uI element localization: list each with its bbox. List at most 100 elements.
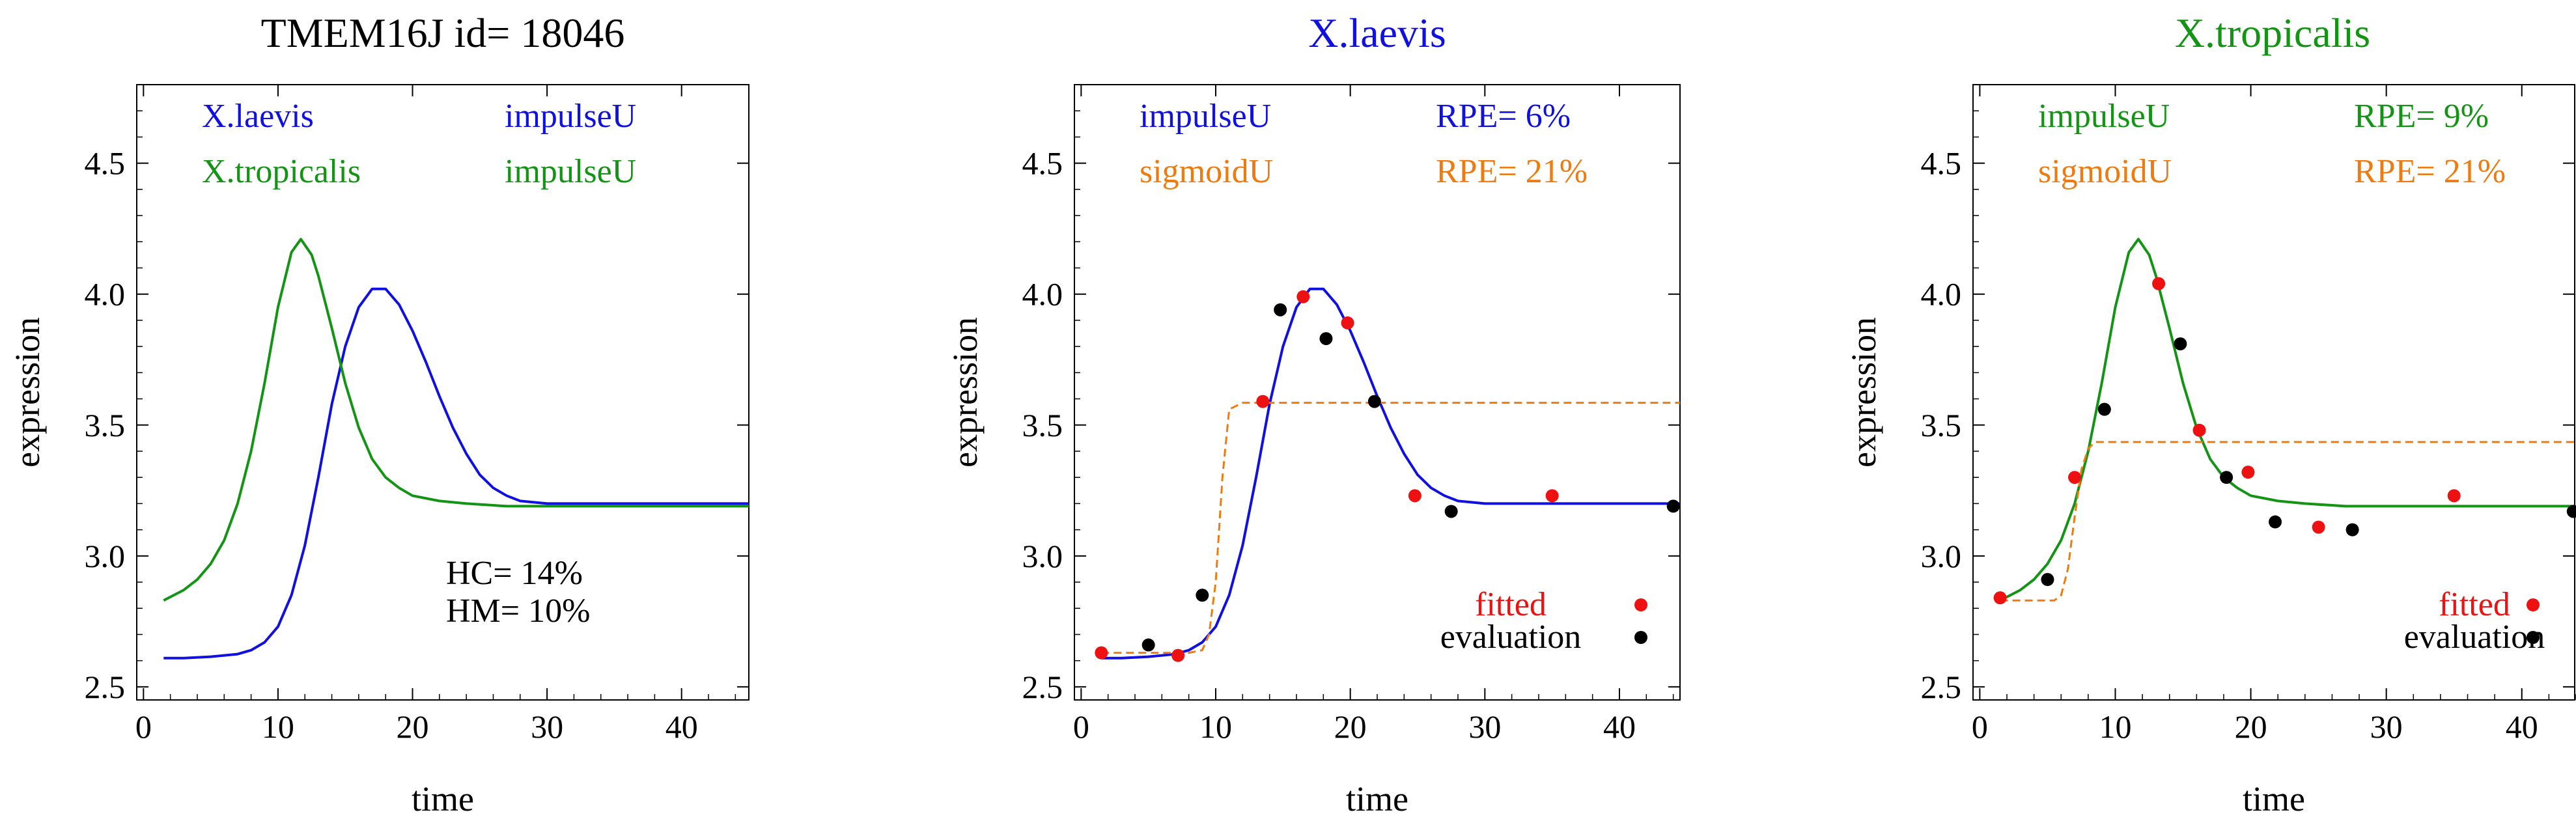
x-tick-label: 10 <box>262 708 294 745</box>
evaluation-point <box>1319 332 1333 346</box>
evaluation-point <box>1666 499 1680 513</box>
x-axis-label: time <box>1346 779 1408 818</box>
x-tick-label: 30 <box>2370 708 2403 745</box>
fitted-point <box>1408 489 1421 503</box>
legend-value: RPE= 9% <box>2354 98 2489 135</box>
x-tick-label: 30 <box>1468 708 1501 745</box>
x-tick-label: 20 <box>397 708 429 745</box>
evaluation-point <box>2097 402 2111 416</box>
y-tick-label: 3.5 <box>1921 407 1962 443</box>
x-tick-label: 40 <box>1603 708 1636 745</box>
y-axis-label: expression <box>1844 317 1883 467</box>
y-axis-label: expression <box>8 317 47 467</box>
legend-value: impulseU <box>505 153 636 190</box>
fitted-point <box>1545 489 1559 503</box>
y-tick-label: 4.0 <box>1022 276 1063 313</box>
point-legend-marker <box>1634 598 1647 611</box>
x-tick-label: 40 <box>2506 708 2538 745</box>
y-tick-label: 2.5 <box>1022 669 1063 705</box>
evaluation-point <box>2220 471 2233 484</box>
x-tick-label: 10 <box>1199 708 1232 745</box>
legend-label: sigmoidU <box>2038 153 2172 190</box>
plot-frame <box>136 84 749 701</box>
legend-value: RPE= 21% <box>1436 153 1588 190</box>
fitted-point <box>2192 423 2206 437</box>
fitted-point <box>1256 395 1270 408</box>
x-tick-label: 20 <box>1334 708 1367 745</box>
y-tick-label: 2.5 <box>85 669 126 705</box>
chart-title: X.tropicalis <box>2175 10 2370 56</box>
x-tick-label: 40 <box>665 708 698 745</box>
y-tick-label: 4.0 <box>1921 276 1962 313</box>
legend-value: RPE= 6% <box>1436 98 1571 135</box>
legend-label: impulseU <box>2038 98 2170 135</box>
fitted-point <box>1993 591 2007 605</box>
evaluation-point <box>1274 303 1287 316</box>
legend-label: X.laevis <box>202 98 314 135</box>
x-tick-label: 0 <box>135 708 152 745</box>
evaluation-point <box>2041 573 2054 587</box>
y-tick-label: 4.5 <box>1921 145 1962 182</box>
evaluation-point <box>1196 589 1209 602</box>
evaluation-point <box>1141 638 1155 652</box>
x-tick-label: 30 <box>531 708 563 745</box>
point-legend-marker <box>1634 631 1647 644</box>
chart-panel-2: X.laevis 0 10 20 30 40 2.5 3.0 3.5 4.0 4.5 time expr… <box>945 10 1681 818</box>
annotation-text: HM= 10% <box>446 593 590 630</box>
plot-frame <box>1972 84 2575 701</box>
point-legend-label: evaluation <box>2404 619 2545 656</box>
series-line-x-tropicalis <box>163 238 749 602</box>
chart-title: TMEM16J id= 18046 <box>261 10 625 56</box>
series-line-impulseu <box>1999 238 2575 602</box>
series-line-sigmoidu <box>2000 441 2575 602</box>
series-line-impulseu <box>1101 287 1680 660</box>
point-legend-label: evaluation <box>1440 619 1582 656</box>
series-line-x-laevis <box>163 287 749 660</box>
evaluation-point <box>1444 505 1458 518</box>
point-legend-label: fitted <box>1475 586 1547 623</box>
y-tick-label: 3.0 <box>1022 538 1063 574</box>
legend-value: RPE= 21% <box>2354 153 2506 190</box>
y-tick-label: 3.5 <box>1022 407 1063 443</box>
fitted-point <box>1341 316 1354 329</box>
chart-panel-3: X.tropicalis 0 10 20 30 40 2.5 3.0 3.5 4.0 4.5 time… <box>1844 10 2576 818</box>
fitted-point <box>1296 290 1310 303</box>
fitted-point <box>2312 520 2325 534</box>
x-axis-label: time <box>412 779 474 818</box>
fitted-point <box>1095 646 1108 660</box>
y-tick-label: 4.0 <box>85 276 126 313</box>
x-tick-label: 20 <box>2235 708 2267 745</box>
fitted-point <box>2241 466 2255 479</box>
point-legend-marker <box>2527 631 2540 644</box>
evaluation-point <box>2345 523 2359 537</box>
annotation-text: HC= 14% <box>446 555 583 592</box>
series-line-sigmoidu <box>1101 402 1680 654</box>
fitted-point <box>2068 471 2082 484</box>
legend-value: impulseU <box>505 98 636 135</box>
y-axis-label: expression <box>945 317 985 467</box>
legend-label: X.tropicalis <box>202 153 361 190</box>
y-tick-label: 2.5 <box>1921 669 1962 705</box>
point-legend-label: fitted <box>2439 586 2510 623</box>
evaluation-point <box>2174 337 2187 351</box>
fitted-point <box>1171 649 1185 662</box>
y-tick-label: 4.5 <box>1022 145 1063 182</box>
x-tick-label: 0 <box>1972 708 1988 745</box>
y-tick-label: 4.5 <box>85 145 126 182</box>
evaluation-point <box>2269 515 2282 529</box>
x-tick-label: 10 <box>2099 708 2131 745</box>
legend-label: sigmoidU <box>1140 153 1273 190</box>
point-legend-marker <box>2527 598 2540 611</box>
chart-title: X.laevis <box>1308 10 1446 56</box>
y-tick-label: 3.5 <box>85 407 126 443</box>
y-tick-label: 3.0 <box>85 538 126 574</box>
evaluation-point <box>1367 395 1381 408</box>
x-axis-label: time <box>2243 779 2305 818</box>
legend-label: impulseU <box>1140 98 1271 135</box>
x-tick-label: 0 <box>1073 708 1089 745</box>
chart-panel-1: TMEM16J id= 18046 0 10 20 30 40 2.5 3.0 3.5 4.0 4.… <box>8 10 749 818</box>
evaluation-point <box>2566 505 2576 518</box>
y-tick-label: 3.0 <box>1921 538 1962 574</box>
fitted-point <box>2447 489 2461 503</box>
